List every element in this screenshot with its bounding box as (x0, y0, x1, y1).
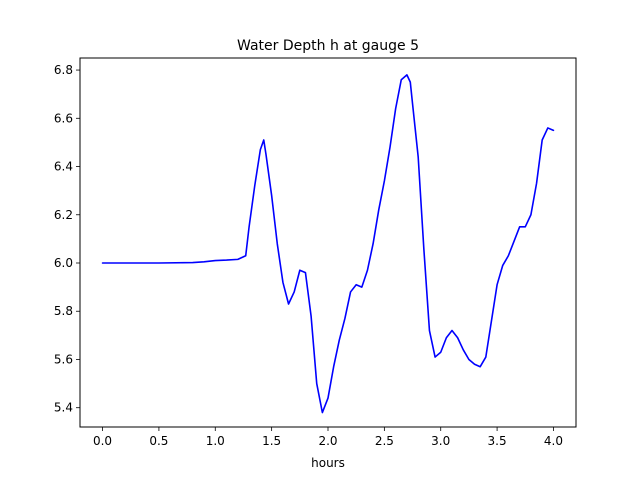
y-tick-label: 6.4 (54, 160, 73, 174)
y-tick-label: 6.8 (54, 63, 73, 77)
y-tick-label: 5.8 (54, 304, 73, 318)
x-tick-label: 3.0 (431, 434, 450, 448)
x-tick-label: 3.5 (488, 434, 507, 448)
plot-frame (79, 57, 577, 428)
y-tick-label: 5.6 (54, 352, 73, 366)
x-tick-label: 1.5 (262, 434, 281, 448)
y-tick-label: 6.0 (54, 256, 73, 270)
x-tick-label: 4.0 (544, 434, 563, 448)
y-tick-label: 6.6 (54, 111, 73, 125)
x-tick-label: 2.5 (375, 434, 394, 448)
x-tick-label: 0.0 (93, 434, 112, 448)
series-line-0 (101, 74, 555, 414)
x-tick-label: 2.0 (318, 434, 337, 448)
y-tick-label: 6.2 (54, 208, 73, 222)
y-tick-label: 5.4 (54, 401, 73, 415)
plot-area (101, 74, 555, 414)
x-tick-label: 0.5 (149, 434, 168, 448)
chart-title: Water Depth h at gauge 5 (237, 38, 419, 54)
x-axis-label: hours (311, 456, 345, 470)
x-tick-label: 1.0 (206, 434, 225, 448)
axis-ticks: 0.0 0.5 1.0 1.5 2.0 2.5 3.0 3.5 4.0 5.4 5.6 5.8 6.0 6… (54, 63, 563, 448)
